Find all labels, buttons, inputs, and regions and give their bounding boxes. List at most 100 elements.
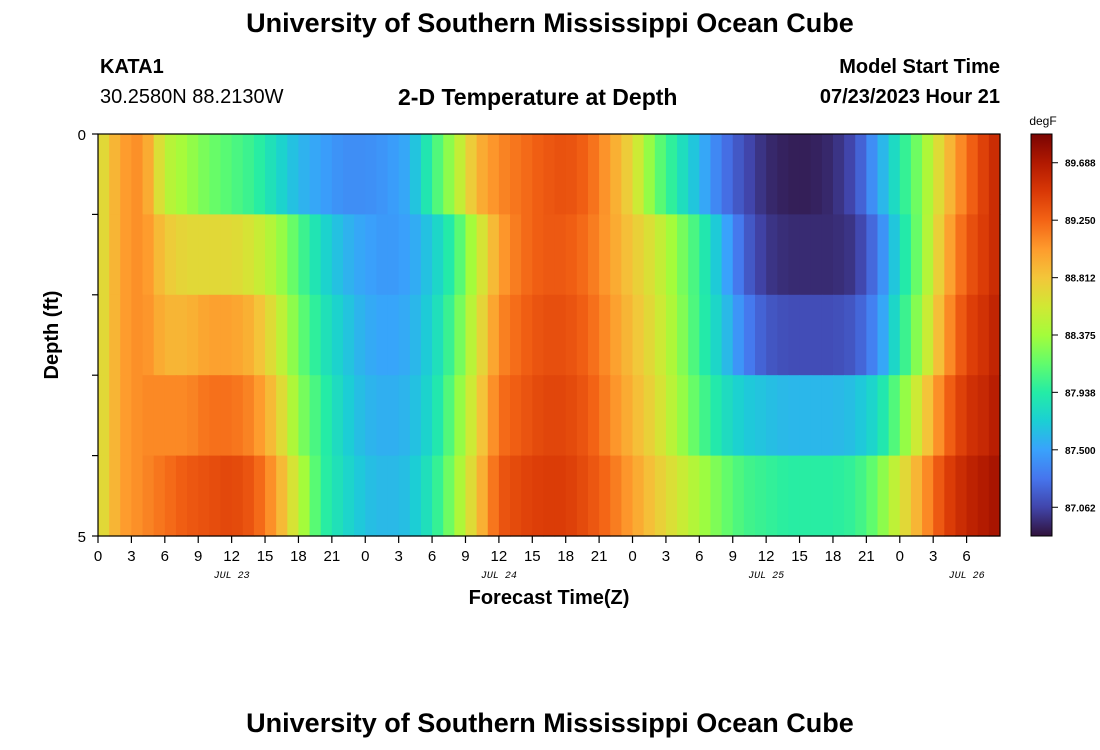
- heatmap-cell: [387, 214, 400, 296]
- heatmap-cell: [231, 375, 244, 457]
- heatmap-cell: [610, 294, 622, 376]
- heatmap-cell: [777, 294, 790, 376]
- heatmap-cell: [977, 294, 990, 376]
- heatmap-cell: [498, 214, 511, 296]
- heatmap-cell: [832, 214, 845, 296]
- x-tick-label: 21: [591, 548, 608, 565]
- heatmap-cell: [309, 294, 322, 376]
- heatmap-cell: [120, 214, 133, 296]
- heatmap-cell: [788, 214, 801, 296]
- heatmap-cell: [732, 134, 745, 215]
- heatmap-cell: [298, 214, 311, 296]
- heatmap-cell: [743, 214, 756, 296]
- heatmap-cell: [131, 375, 144, 457]
- heatmap-cell: [699, 134, 712, 215]
- heatmap-cell: [621, 455, 634, 537]
- heatmap-cell: [910, 214, 923, 296]
- x-tick-label: 3: [127, 548, 135, 565]
- heatmap-cell: [387, 455, 400, 537]
- heatmap-cell: [175, 134, 188, 215]
- heatmap-cell: [298, 294, 311, 376]
- heatmap-cell: [131, 455, 144, 537]
- heatmap-cell: [554, 134, 567, 215]
- heatmap-cell: [309, 455, 322, 537]
- heatmap-cell: [821, 294, 834, 376]
- heatmap-cell: [832, 455, 845, 537]
- colorbar-tick-label: 87.500: [1065, 446, 1096, 457]
- heatmap-cell: [220, 375, 233, 457]
- heatmap-cell: [977, 455, 990, 537]
- heatmap-cell: [98, 214, 110, 296]
- heatmap-cell: [554, 214, 567, 296]
- chart-title: University of Southern Mississippi Ocean…: [246, 8, 854, 38]
- x-tick-label: 9: [729, 548, 737, 565]
- heatmap-cell: [610, 134, 622, 215]
- heatmap-cell: [844, 214, 856, 296]
- heatmap-cell: [320, 294, 333, 376]
- heatmap-cell: [877, 455, 890, 537]
- heatmap-cell: [409, 294, 422, 376]
- heatmap-cell: [788, 134, 801, 215]
- heatmap-cell: [120, 455, 133, 537]
- heatmap-cell: [331, 134, 344, 215]
- heatmap-cell: [621, 214, 634, 296]
- x-tick-label: 12: [491, 548, 508, 565]
- x-tick-label: 0: [361, 548, 369, 565]
- heatmap-cell: [276, 375, 288, 457]
- heatmap-cell: [354, 134, 366, 215]
- heatmap-cell: [844, 294, 856, 376]
- heatmap-cell: [799, 294, 812, 376]
- heatmap-cell: [376, 375, 389, 457]
- heatmap-cell: [699, 294, 712, 376]
- colorbar-scale: [1030, 133, 1053, 537]
- heatmap-cell: [342, 294, 355, 376]
- heatmap-cell: [331, 294, 344, 376]
- heatmap-cell: [476, 455, 489, 537]
- heatmap-cell: [721, 294, 734, 376]
- heatmap-cell: [665, 134, 678, 215]
- heatmap-cell: [187, 134, 199, 215]
- heatmap-cell: [521, 214, 533, 296]
- heatmap-cell: [365, 214, 377, 296]
- heatmap-cell: [810, 294, 823, 376]
- heatmap-cell: [376, 214, 389, 296]
- heatmap-cell: [955, 214, 968, 296]
- heatmap-cell: [476, 294, 489, 376]
- heatmap-cell: [643, 214, 656, 296]
- heatmap-cell: [521, 375, 533, 457]
- heatmap-cell: [788, 455, 801, 537]
- station-id: KATA1: [100, 56, 164, 78]
- heatmap-cell: [832, 375, 845, 457]
- heatmap-cell: [688, 455, 700, 537]
- heatmap-cell: [665, 455, 678, 537]
- heatmap-cell: [209, 455, 222, 537]
- heatmap-cell: [988, 214, 1001, 296]
- heatmap-cell: [98, 294, 110, 376]
- heatmap-cell: [142, 294, 155, 376]
- heatmap-cell: [877, 375, 890, 457]
- station-coordinates: 30.2580N 88.2130W: [100, 86, 284, 108]
- heatmap-cell: [432, 375, 444, 457]
- heatmap-cell: [476, 134, 489, 215]
- heatmap-cell: [743, 294, 756, 376]
- heatmap-cell: [532, 455, 545, 537]
- heatmap-cell: [654, 294, 667, 376]
- heatmap-cell: [721, 214, 734, 296]
- heatmap-cell: [142, 214, 155, 296]
- heatmap-cell: [98, 134, 110, 215]
- heatmap-cell: [699, 214, 712, 296]
- heatmap-cell: [465, 455, 478, 537]
- heatmap-cell: [866, 214, 879, 296]
- heatmap-cell: [454, 214, 467, 296]
- heatmap-cell: [153, 375, 166, 457]
- heatmap-cell: [665, 294, 678, 376]
- heatmap-cell: [521, 455, 533, 537]
- heatmap-cell: [688, 214, 700, 296]
- heatmap-cell: [821, 214, 834, 296]
- heatmap-cell: [777, 214, 790, 296]
- heatmap-cell: [398, 294, 411, 376]
- heatmap-cell: [855, 294, 867, 376]
- heatmap-cell: [587, 214, 600, 296]
- heatmap-cell: [532, 134, 545, 215]
- heatmap-cell: [487, 294, 500, 376]
